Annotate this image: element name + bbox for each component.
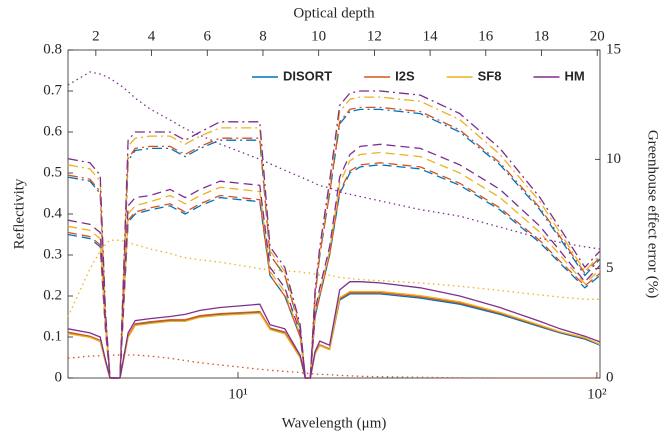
x2-tick-label: 14: [423, 28, 439, 44]
series-line: [67, 281, 601, 379]
y2-tick-label: 10: [606, 151, 621, 167]
series-line: [67, 164, 601, 379]
series-line: [67, 290, 601, 379]
x2-tick-label: 18: [534, 28, 549, 44]
series-line: [67, 354, 600, 379]
x2-tick-label: 10: [311, 28, 326, 44]
y-axis-label: Reflectivity: [11, 178, 27, 249]
series-line: [67, 90, 601, 379]
series-line: [67, 162, 601, 379]
x2-tick-label: 16: [478, 28, 494, 44]
y-tick-label: 0.7: [43, 82, 62, 98]
x2-tick-label: 8: [259, 28, 267, 44]
legend-label: DISORT: [283, 68, 332, 83]
y-tick-label: 0.8: [43, 41, 62, 57]
y-tick-label: 0.4: [43, 205, 62, 221]
x2-tick-label: 6: [204, 28, 212, 44]
y2-tick-label: 5: [606, 260, 614, 276]
y-tick-label: 0: [55, 369, 63, 385]
legend-label: HM: [564, 68, 584, 83]
x-axis-label: Wavelength (μm): [282, 415, 387, 431]
legend-label: SF8: [478, 68, 502, 83]
x2-tick-label: 20: [590, 28, 605, 44]
y-tick-label: 0.5: [43, 164, 62, 180]
y2-tick-label: 0: [606, 369, 614, 385]
series-line: [67, 293, 601, 379]
y-tick-label: 0.2: [43, 287, 62, 303]
x-tick-label: 10²: [587, 386, 607, 402]
x2-tick-label: 4: [148, 28, 156, 44]
y-tick-label: 0.3: [43, 246, 62, 262]
x2-tick-label: 12: [367, 28, 382, 44]
series-line: [67, 239, 600, 318]
series-line: [67, 143, 601, 379]
y-tick-label: 0.1: [43, 328, 62, 344]
x2-tick-label: 2: [92, 28, 100, 44]
legend-label: I2S: [395, 68, 415, 83]
y2-tick-label: 15: [606, 41, 621, 57]
series-line: [67, 292, 601, 379]
series-line: [67, 106, 601, 379]
y2-axis-label: Greenhouse effect error (%): [645, 130, 661, 298]
x2-axis-label: Optical depth: [293, 5, 375, 21]
series-line: [67, 96, 601, 379]
x-tick-label: 10¹: [228, 386, 248, 402]
y-tick-label: 0.6: [43, 123, 62, 139]
